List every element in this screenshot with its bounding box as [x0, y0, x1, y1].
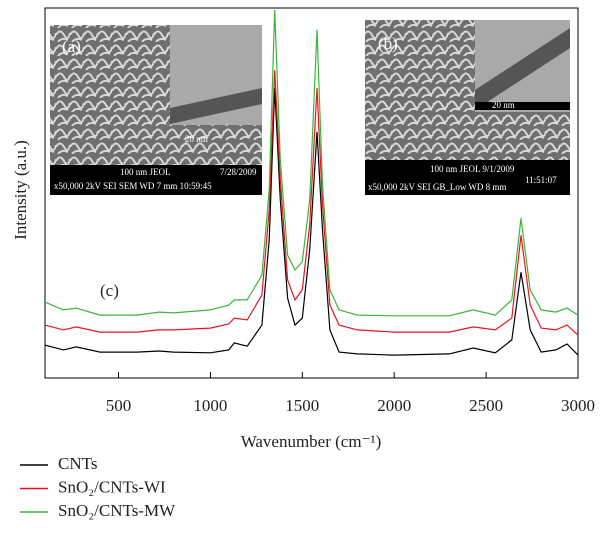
scale-label: 20 nm	[185, 134, 208, 144]
x-tick-label: 2500	[469, 396, 503, 415]
inset-footer	[50, 165, 262, 195]
scale-label: 20 nm	[492, 100, 515, 110]
legend-label: SnO₂/CNTs-WI	[58, 477, 166, 496]
inset-label: (b)	[378, 34, 398, 53]
date: 11:51:07	[525, 175, 557, 185]
series-line	[44, 70, 579, 336]
inset-bar	[475, 102, 570, 110]
x-tick-label: 500	[106, 396, 132, 415]
plot-frame	[44, 7, 579, 379]
legend-label: CNTs	[58, 454, 97, 473]
x-tick-label: 2000	[377, 396, 411, 415]
date: 7/28/2009	[220, 167, 257, 177]
inset-label: (a)	[62, 37, 81, 56]
tem-tube	[475, 28, 570, 110]
y-axis-title: Intensity (a.u.)	[11, 140, 30, 240]
x-tick-label: 1000	[193, 396, 227, 415]
tem-tube	[170, 88, 262, 124]
series-line	[44, 9, 579, 317]
inset-footer	[365, 160, 570, 195]
series-line	[44, 87, 579, 356]
footer: x50,000 2kV SEI SEM WD 7 mm 10:59:45	[54, 181, 212, 191]
annotation: (c)	[100, 281, 119, 300]
scale-label: 100 nm JEOL 9/1/2009	[430, 164, 515, 174]
footer: x50,000 2kV SEI GB_Low WD 8 mm	[368, 182, 506, 192]
scale-label: 100 nm JEOL	[120, 167, 171, 177]
x-tick-label: 3000	[561, 396, 595, 415]
legend-label: SnO₂/CNTs-MW	[58, 501, 176, 520]
x-axis-title: Wavenumber (cm⁻¹)	[241, 432, 382, 451]
x-tick-label: 1500	[285, 396, 319, 415]
